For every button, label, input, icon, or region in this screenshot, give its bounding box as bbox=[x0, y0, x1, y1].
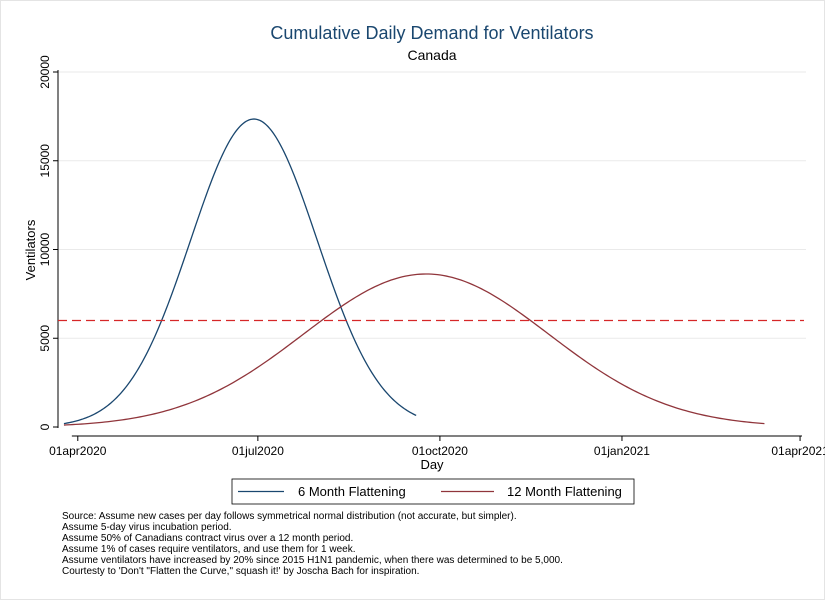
legend-label-6-month: 6 Month Flattening bbox=[298, 484, 406, 499]
x-tick-label: 01apr2020 bbox=[49, 444, 107, 458]
legend: 6 Month Flattening 12 Month Flattening bbox=[231, 478, 635, 505]
x-tick-label: 01jan2021 bbox=[594, 444, 650, 458]
series-line-6-month bbox=[63, 118, 417, 425]
series-lines bbox=[63, 118, 765, 426]
chart-title: Cumulative Daily Demand for Ventilators bbox=[270, 23, 593, 43]
note-line: Assume 5-day virus incubation period. bbox=[62, 522, 232, 533]
chart-notes: Source: Assume new cases per day follows… bbox=[62, 511, 802, 577]
note-line: Source: Assume new cases per day follows… bbox=[62, 511, 517, 522]
note-line: Assume 1% of cases require ventilators, … bbox=[62, 544, 356, 555]
x-tick-label: 01apr2021 bbox=[771, 444, 825, 458]
legend-label-12-month: 12 Month Flattening bbox=[507, 484, 622, 499]
y-tick-label: 10000 bbox=[38, 232, 52, 266]
y-tick-label: 15000 bbox=[38, 144, 52, 178]
note-line: Assume ventilators have increased by 20%… bbox=[62, 555, 563, 566]
x-tick-label: 01jul2020 bbox=[232, 444, 284, 458]
y-tick-label: 5000 bbox=[38, 325, 52, 352]
legend-box bbox=[231, 478, 635, 505]
x-axis-label: Day bbox=[420, 457, 444, 472]
x-tick-label: 01oct2020 bbox=[412, 444, 468, 458]
series-line-12-month bbox=[63, 273, 765, 426]
y-tick-label: 0 bbox=[38, 423, 52, 430]
y-axis-label: Ventilators bbox=[23, 219, 38, 280]
note-line: Assume 50% of Canadians contract virus o… bbox=[62, 533, 354, 544]
x-axis: 01apr2020 01jul2020 01oct2020 01jan2021 01ap… bbox=[49, 435, 825, 458]
chart-subtitle: Canada bbox=[407, 47, 456, 63]
y-axis: 0 5000 10000 15000 20000 bbox=[38, 55, 59, 430]
gridlines bbox=[58, 71, 806, 339]
y-tick-label: 20000 bbox=[38, 55, 52, 89]
note-line: Courtesty to 'Don't "Flatten the Curve,"… bbox=[62, 566, 420, 577]
